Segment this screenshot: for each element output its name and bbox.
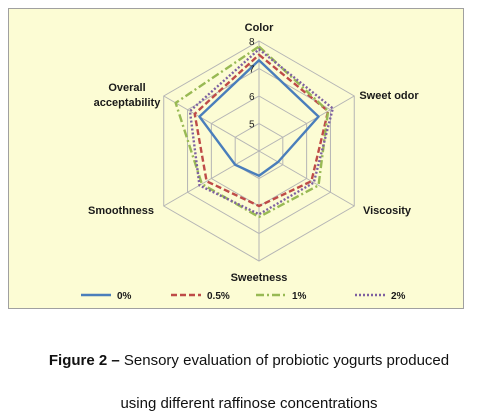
legend-label-1: 0% xyxy=(117,291,132,302)
category-label-5: Smoothness xyxy=(88,205,154,217)
category-label-6: Overall acceptability xyxy=(94,82,162,109)
grid-spoke-5 xyxy=(163,150,260,207)
figure-label: Figure 2 – xyxy=(48,352,120,369)
grid-spoke-6 xyxy=(163,95,260,152)
series-line-3 xyxy=(174,45,330,219)
radar-chart: 5 6 7 8 Color Sweet odor Viscosity Sweetness Smo… xyxy=(81,22,419,302)
legend-label-4: 2% xyxy=(391,291,406,302)
tick-label-7: 7 xyxy=(249,65,255,76)
series-line-2 xyxy=(193,53,330,208)
chart-area: 5 6 7 8 Color Sweet odor Viscosity Sweetness Smo… xyxy=(8,8,464,309)
caption-line-1: Sensory evaluation of probiotic yogurts … xyxy=(119,352,450,369)
tick-label-6: 6 xyxy=(249,92,255,103)
grid-spoke-3 xyxy=(258,150,355,207)
legend-label-2: 0.5% xyxy=(207,291,230,302)
caption-line-2: using different raffinose concentrations xyxy=(120,395,378,412)
category-label-3: Viscosity xyxy=(363,205,412,217)
series-line-1 xyxy=(198,59,320,177)
category-label-2: Sweet odor xyxy=(359,90,419,102)
grid-spoke-2 xyxy=(258,95,355,152)
category-label-1: Color xyxy=(245,22,274,34)
tick-label-8: 8 xyxy=(249,37,255,48)
category-label-4: Sweetness xyxy=(231,272,288,284)
tick-label-5: 5 xyxy=(249,120,255,131)
legend-label-3: 1% xyxy=(292,291,307,302)
